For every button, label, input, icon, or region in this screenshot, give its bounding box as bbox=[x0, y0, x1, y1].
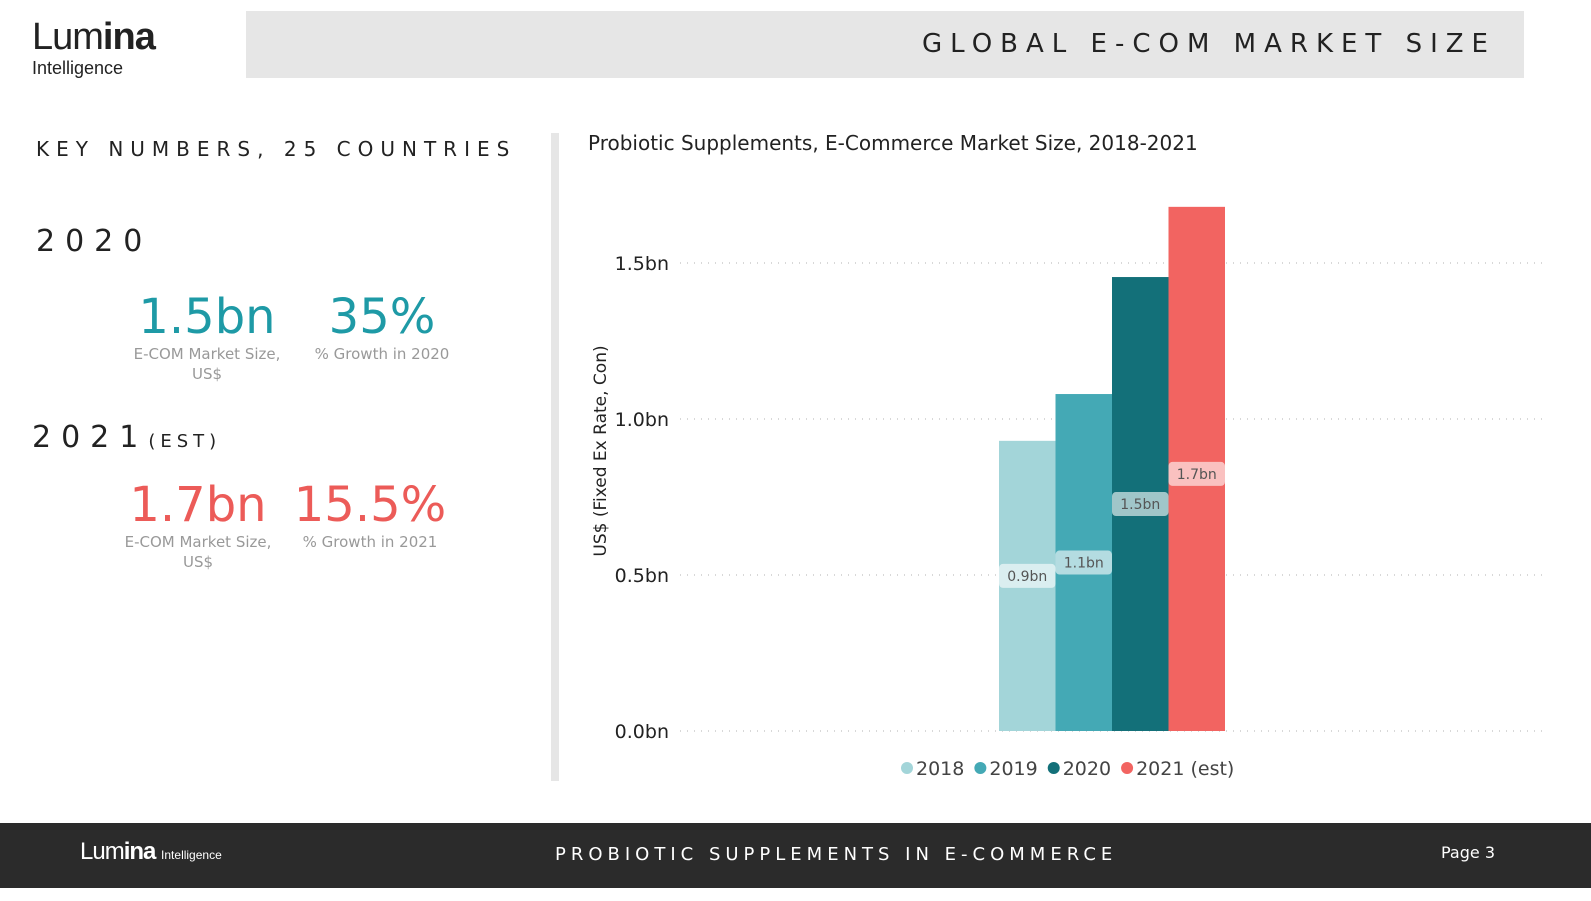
data-label-bg bbox=[1168, 461, 1225, 486]
y-tick-label: 0.0bn bbox=[615, 721, 669, 743]
year-text: 2021 bbox=[32, 420, 149, 455]
legend-marker bbox=[1121, 762, 1134, 774]
kpi-growth-2020: 35% % Growth in 2020 bbox=[292, 290, 472, 364]
data-label-bg bbox=[1112, 492, 1169, 517]
legend-label: 2021 (est) bbox=[1136, 758, 1234, 780]
kpi-value: 35% bbox=[328, 289, 436, 345]
data-label: 1.1bn bbox=[1064, 556, 1104, 572]
data-label-bg bbox=[999, 563, 1056, 588]
lumina-logo: Lumina Intelligence bbox=[32, 16, 156, 79]
kpi-growth-2021: 15.5% % Growth in 2021 bbox=[280, 478, 460, 552]
y-tick-label: 1.0bn bbox=[615, 409, 669, 431]
page-title: GLOBAL E-COM MARKET SIZE bbox=[922, 29, 1496, 59]
footer-logo-sub: Intelligence bbox=[161, 848, 222, 862]
page-number: Page 3 bbox=[1441, 843, 1495, 862]
y-tick-label: 0.5bn bbox=[615, 565, 669, 587]
legend-marker bbox=[901, 762, 913, 774]
kpi-caption: E-COM Market Size, US$ bbox=[124, 533, 272, 571]
key-numbers-heading: KEY NUMBERS, 25 COUNTRIES bbox=[36, 137, 517, 161]
kpi-value: 1.7bn bbox=[129, 477, 267, 533]
divider bbox=[551, 133, 559, 781]
y-axis-label: US$ (Fixed Ex Rate, Con) bbox=[591, 345, 611, 556]
kpi-caption: % Growth in 2020 bbox=[314, 345, 450, 363]
kpi-market-2020: 1.5bn E-COM Market Size, US$ bbox=[117, 290, 297, 384]
y-tick-label: 1.5bn bbox=[615, 253, 669, 275]
bar-chart: 0.0bn 0.5bn 1.0bn 1.5bn US$ (Fixed Ex Rate, … bbox=[591, 206, 1545, 780]
chart-title: Probiotic Supplements, E-Commerce Market… bbox=[588, 131, 1198, 155]
kpi-caption: % Growth in 2021 bbox=[302, 533, 438, 551]
legend-label: 2019 bbox=[989, 758, 1037, 780]
data-label: 1.7bn bbox=[1177, 467, 1217, 483]
footer-logo-bold: ina bbox=[123, 838, 157, 865]
data-label: 1.5bn bbox=[1120, 497, 1160, 513]
footer-title: PROBIOTIC SUPPLEMENTS IN E-COMMERCE bbox=[555, 844, 1118, 865]
footer: Lumina Intelligence PROBIOTIC SUPPLEMENT… bbox=[0, 823, 1591, 888]
year-2020-heading: 2020 bbox=[36, 224, 153, 259]
data-label-bg bbox=[1055, 550, 1112, 575]
legend-label: 2020 bbox=[1063, 758, 1111, 780]
kpi-market-2021: 1.7bn E-COM Market Size, US$ bbox=[108, 478, 288, 572]
legend-marker bbox=[974, 762, 987, 774]
footer-logo-text: Lum bbox=[80, 838, 125, 865]
kpi-caption: E-COM Market Size, US$ bbox=[133, 345, 281, 383]
year-2021-heading: 2021(EST) bbox=[32, 420, 221, 455]
kpi-value: 1.5bn bbox=[138, 289, 276, 345]
logo-subtitle: Intelligence bbox=[32, 58, 124, 78]
header-bar: GLOBAL E-COM MARKET SIZE bbox=[246, 11, 1524, 78]
legend-marker bbox=[1047, 762, 1060, 774]
legend-label: 2018 bbox=[916, 758, 964, 780]
data-label: 0.9bn bbox=[1007, 569, 1047, 585]
footer-logo: Lumina Intelligence bbox=[80, 838, 222, 866]
logo-text-bold: ina bbox=[102, 16, 156, 58]
year-suffix: (EST) bbox=[148, 431, 222, 452]
kpi-value: 15.5% bbox=[293, 477, 447, 533]
logo-text: Lum bbox=[32, 16, 104, 58]
